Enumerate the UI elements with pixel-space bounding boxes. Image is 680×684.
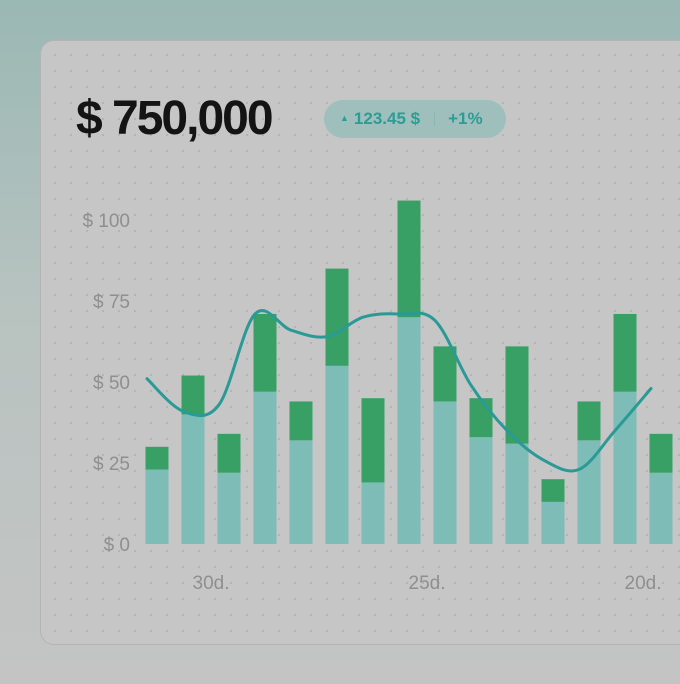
y-tick-label: $ 0: [104, 535, 130, 556]
bar-top-segment: [397, 200, 421, 318]
badge-divider: [434, 112, 436, 126]
bar-base-segment: [217, 472, 241, 544]
change-percent: +1%: [448, 109, 483, 128]
x-tick-label: 30d.: [193, 573, 230, 594]
arrow-up-icon: ▲: [340, 113, 349, 123]
bar-top-segment: [577, 401, 601, 441]
y-tick-label: $ 25: [93, 454, 130, 475]
bar-base-segment: [361, 482, 385, 544]
bar-base-segment: [541, 501, 565, 544]
bar-top-segment: [289, 401, 313, 441]
trend-line: [145, 309, 653, 473]
bar-base-segment: [433, 401, 457, 544]
bar-top-segment: [613, 313, 637, 392]
bar-top-segment: [541, 479, 565, 502]
bar-base-segment: [253, 391, 277, 544]
bar-top-segment: [217, 433, 241, 473]
bar-top-segment: [253, 313, 277, 392]
bar-top-segment: [181, 375, 205, 415]
bar-base-segment: [505, 443, 529, 544]
bar-top-segment: [469, 398, 493, 438]
bar-base-segment: [649, 472, 673, 544]
bar-base-segment: [397, 317, 421, 544]
bar-base-segment: [181, 414, 205, 544]
bar-base-segment: [145, 469, 169, 544]
x-tick-label: 25d.: [409, 573, 446, 594]
bar-base-segment: [613, 391, 637, 544]
bar-base-segment: [289, 440, 313, 544]
bar-top-segment: [433, 346, 457, 402]
bar-top-segment: [649, 433, 673, 473]
bar-top-segment: [505, 346, 529, 444]
y-tick-label: $ 50: [93, 373, 130, 394]
x-tick-label: 20d.: [625, 573, 662, 594]
bar-top-segment: [361, 398, 385, 483]
change-amount: 123.45 $: [353, 109, 421, 128]
balance-total: $ 750,000: [76, 92, 274, 145]
bar-base-segment: [577, 440, 601, 544]
bar-base-segment: [325, 365, 349, 544]
change-badge: ▲ 123.45 $ +1%: [324, 100, 506, 138]
chart-card: [40, 40, 680, 645]
bar-top-segment: [325, 268, 349, 366]
bar-top-segment: [145, 446, 169, 470]
y-tick-label: $ 75: [93, 292, 130, 313]
y-tick-label: $ 100: [82, 211, 130, 232]
bar-base-segment: [469, 437, 493, 544]
